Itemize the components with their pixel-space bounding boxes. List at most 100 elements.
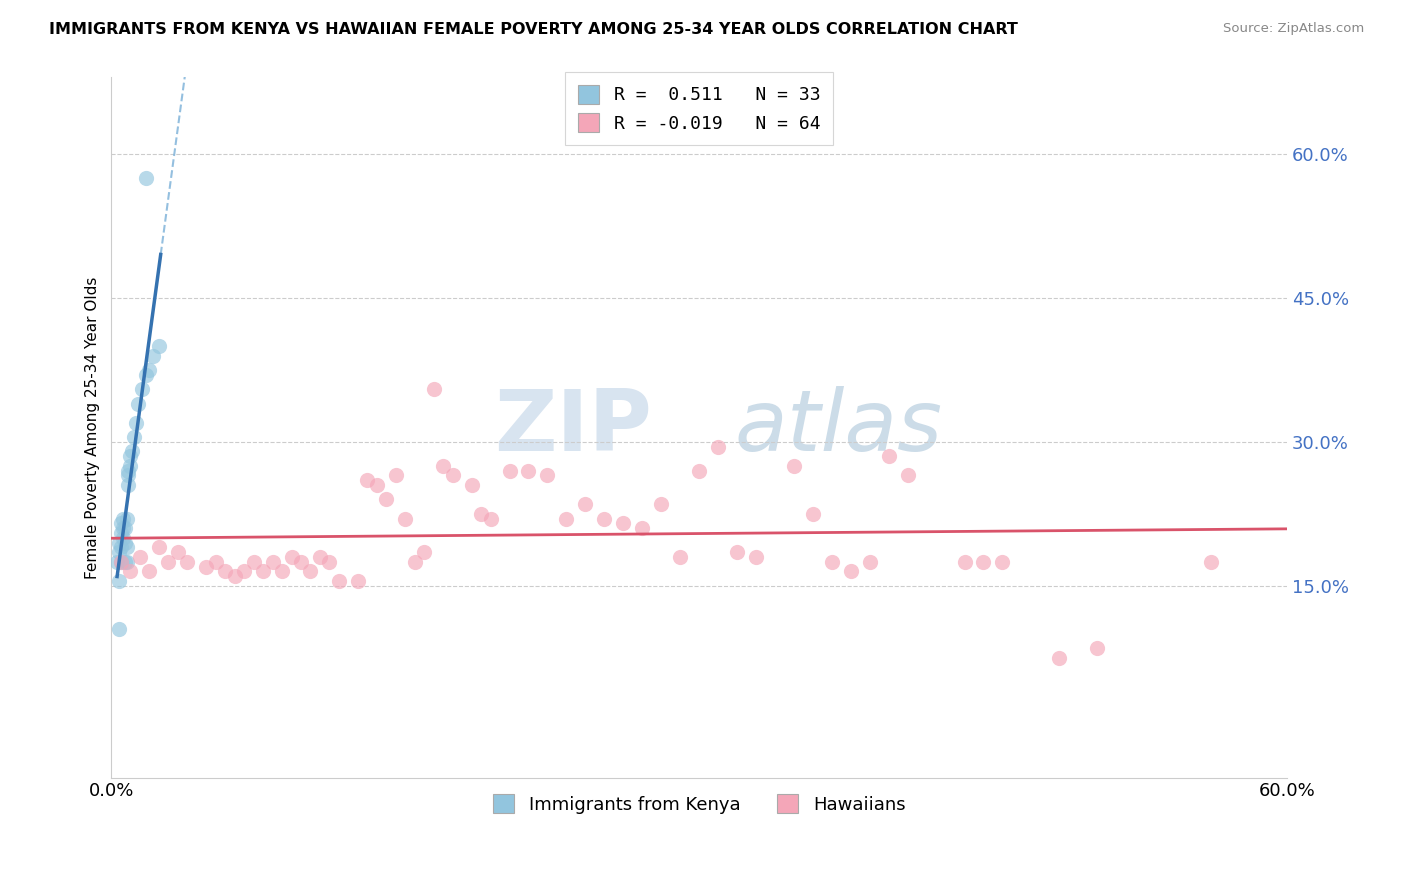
Point — [650, 497, 672, 511]
Point — [105, 555, 128, 569]
Point — [120, 458, 142, 473]
Point — [108, 622, 131, 636]
Point — [877, 450, 900, 464]
Point — [138, 363, 160, 377]
Point — [114, 535, 136, 549]
Point — [479, 511, 502, 525]
Point — [204, 555, 226, 569]
Point — [612, 516, 634, 531]
Point — [1199, 555, 1222, 569]
Point — [115, 541, 138, 555]
Point — [242, 555, 264, 569]
Point — [309, 549, 332, 564]
Point — [110, 526, 132, 541]
Legend: Immigrants from Kenya, Hawaiians: Immigrants from Kenya, Hawaiians — [482, 783, 917, 824]
Point — [356, 473, 378, 487]
Text: Source: ZipAtlas.com: Source: ZipAtlas.com — [1223, 22, 1364, 36]
Point — [262, 555, 284, 569]
Point — [157, 555, 180, 569]
Point — [280, 549, 302, 564]
Point — [114, 555, 136, 569]
Point — [366, 478, 388, 492]
Point — [125, 416, 148, 430]
Point — [839, 565, 862, 579]
Point — [318, 555, 340, 569]
Point — [115, 555, 138, 569]
Point — [347, 574, 370, 588]
Point — [953, 555, 976, 569]
Point — [593, 511, 616, 525]
Point — [128, 549, 150, 564]
Point — [117, 468, 139, 483]
Point — [108, 545, 131, 559]
Point — [328, 574, 350, 588]
Point — [859, 555, 882, 569]
Point — [413, 545, 436, 559]
Point — [745, 549, 768, 564]
Point — [394, 511, 416, 525]
Point — [252, 565, 274, 579]
Point — [115, 511, 138, 525]
Point — [783, 458, 806, 473]
Point — [555, 511, 578, 525]
Point — [707, 440, 730, 454]
Point — [111, 521, 134, 535]
Point — [536, 468, 558, 483]
Point — [176, 555, 198, 569]
Point — [122, 430, 145, 444]
Point — [470, 507, 492, 521]
Point — [110, 516, 132, 531]
Point — [801, 507, 824, 521]
Point — [111, 531, 134, 545]
Point — [375, 492, 398, 507]
Point — [108, 574, 131, 588]
Point — [110, 555, 132, 569]
Y-axis label: Female Poverty Among 25-34 Year Olds: Female Poverty Among 25-34 Year Olds — [86, 277, 100, 579]
Point — [897, 468, 920, 483]
Point — [299, 565, 322, 579]
Point — [131, 382, 153, 396]
Point — [224, 569, 246, 583]
Point — [108, 535, 131, 549]
Point — [120, 565, 142, 579]
Point — [821, 555, 844, 569]
Point — [111, 511, 134, 525]
Text: IMMIGRANTS FROM KENYA VS HAWAIIAN FEMALE POVERTY AMONG 25-34 YEAR OLDS CORRELATI: IMMIGRANTS FROM KENYA VS HAWAIIAN FEMALE… — [49, 22, 1018, 37]
Text: atlas: atlas — [734, 386, 942, 469]
Point — [422, 382, 444, 396]
Point — [214, 565, 236, 579]
Point — [138, 565, 160, 579]
Point — [117, 478, 139, 492]
Point — [1085, 641, 1108, 656]
Point — [1047, 650, 1070, 665]
Point — [148, 541, 170, 555]
Point — [127, 396, 149, 410]
Point — [991, 555, 1014, 569]
Point — [498, 464, 520, 478]
Point — [441, 468, 464, 483]
Point — [460, 478, 482, 492]
Text: ZIP: ZIP — [495, 386, 652, 469]
Point — [142, 349, 165, 363]
Point — [114, 521, 136, 535]
Point — [669, 549, 692, 564]
Point — [271, 565, 294, 579]
Point — [432, 458, 454, 473]
Point — [517, 464, 540, 478]
Point — [290, 555, 312, 569]
Point — [404, 555, 426, 569]
Point — [384, 468, 406, 483]
Point — [195, 559, 218, 574]
Point — [120, 450, 142, 464]
Point — [110, 541, 132, 555]
Point — [973, 555, 995, 569]
Point — [166, 545, 188, 559]
Point — [135, 171, 157, 186]
Point — [688, 464, 710, 478]
Point — [110, 555, 132, 569]
Point — [574, 497, 596, 511]
Point — [725, 545, 748, 559]
Point — [631, 521, 654, 535]
Point — [117, 464, 139, 478]
Point — [135, 368, 157, 382]
